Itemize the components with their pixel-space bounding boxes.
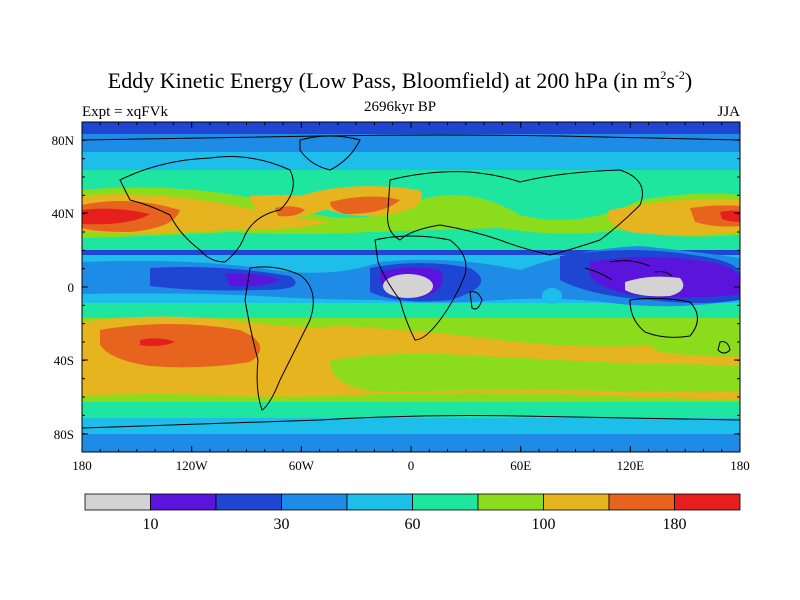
season-label: JJA bbox=[717, 104, 740, 120]
lon-label-2: 60W bbox=[289, 458, 315, 473]
south-pacific-orange bbox=[100, 324, 261, 368]
east-pacific-orange bbox=[690, 205, 740, 227]
colorbar-swatch-2 bbox=[215, 493, 282, 511]
australia-coast bbox=[629, 297, 698, 338]
colorbar-swatch-4 bbox=[346, 493, 413, 511]
colorbar-label-1: 30 bbox=[274, 516, 290, 533]
lon-label-0: 180 bbox=[72, 458, 92, 473]
africa-grey-minimum bbox=[383, 274, 433, 298]
lat-label-1: 40N bbox=[52, 206, 75, 221]
south-america-coast bbox=[244, 266, 314, 411]
lat-label-0: 80N bbox=[52, 133, 75, 148]
colorbar-label-4: 180 bbox=[663, 516, 687, 533]
pacific-purple bbox=[225, 273, 280, 287]
colorbar-swatch-3 bbox=[281, 493, 348, 511]
colorbar-swatch-7 bbox=[543, 493, 610, 511]
latitude-axis: 80N 40N 0 40S 80S bbox=[52, 133, 75, 442]
lon-label-6: 180 bbox=[730, 458, 750, 473]
colorbar-swatch-0 bbox=[84, 493, 151, 511]
colorbar-label-0: 10 bbox=[143, 516, 159, 533]
arctic-coast bbox=[82, 134, 740, 141]
south-pacific-red bbox=[140, 338, 175, 346]
contour-field bbox=[82, 122, 740, 452]
subtitle: 2696kyr BP bbox=[363, 99, 437, 115]
coastlines bbox=[82, 134, 740, 429]
experiment-label: Expt = xqFVk bbox=[82, 104, 168, 120]
south-indian-green bbox=[330, 353, 740, 392]
newfoundland-orange bbox=[275, 206, 305, 217]
lon-label-1: 120W bbox=[176, 458, 209, 473]
maritime-islands bbox=[584, 260, 673, 281]
lon-label-5: 120E bbox=[617, 458, 645, 473]
madagascar-coast bbox=[469, 291, 483, 310]
colorbar-swatch-5 bbox=[412, 493, 479, 511]
colorbar-labels: 10 30 60 100 180 bbox=[143, 516, 687, 533]
band-north-high bbox=[82, 134, 740, 156]
band-antarctic bbox=[82, 418, 740, 438]
colorbar-label-3: 100 bbox=[532, 516, 556, 533]
band-antarctic-edge bbox=[82, 434, 740, 452]
eurasia-coast bbox=[387, 169, 643, 256]
colorbar-swatch-9 bbox=[674, 493, 741, 511]
chart-title: Eddy Kinetic Energy (Low Pass, Bloomfiel… bbox=[107, 68, 693, 93]
new-zealand-coast bbox=[717, 341, 731, 354]
colorbar bbox=[84, 493, 741, 511]
colorbar-swatch-8 bbox=[608, 493, 675, 511]
maritime-grey-minimum bbox=[625, 276, 684, 297]
lat-label-4: 80S bbox=[54, 427, 74, 442]
colorbar-swatch-6 bbox=[477, 493, 544, 511]
africa-coast bbox=[374, 235, 467, 341]
lon-label-4: 60E bbox=[510, 458, 531, 473]
longitude-axis: 180 120W 60W 0 60E 120E 180 bbox=[72, 458, 750, 473]
south-east-green bbox=[640, 335, 740, 357]
lon-label-3: 0 bbox=[408, 458, 415, 473]
lat-label-3: 40S bbox=[54, 353, 74, 368]
map-ticks bbox=[81, 121, 741, 453]
antarctica-coast bbox=[82, 415, 740, 429]
europe-orange bbox=[330, 196, 400, 214]
north-pacific-red bbox=[82, 208, 150, 225]
north-america-coast bbox=[119, 156, 294, 263]
colorbar-swatch-1 bbox=[150, 493, 217, 511]
colorbar-label-2: 60 bbox=[405, 516, 421, 533]
indian-ocean-patch bbox=[542, 288, 562, 304]
lat-label-2: 0 bbox=[68, 280, 75, 295]
